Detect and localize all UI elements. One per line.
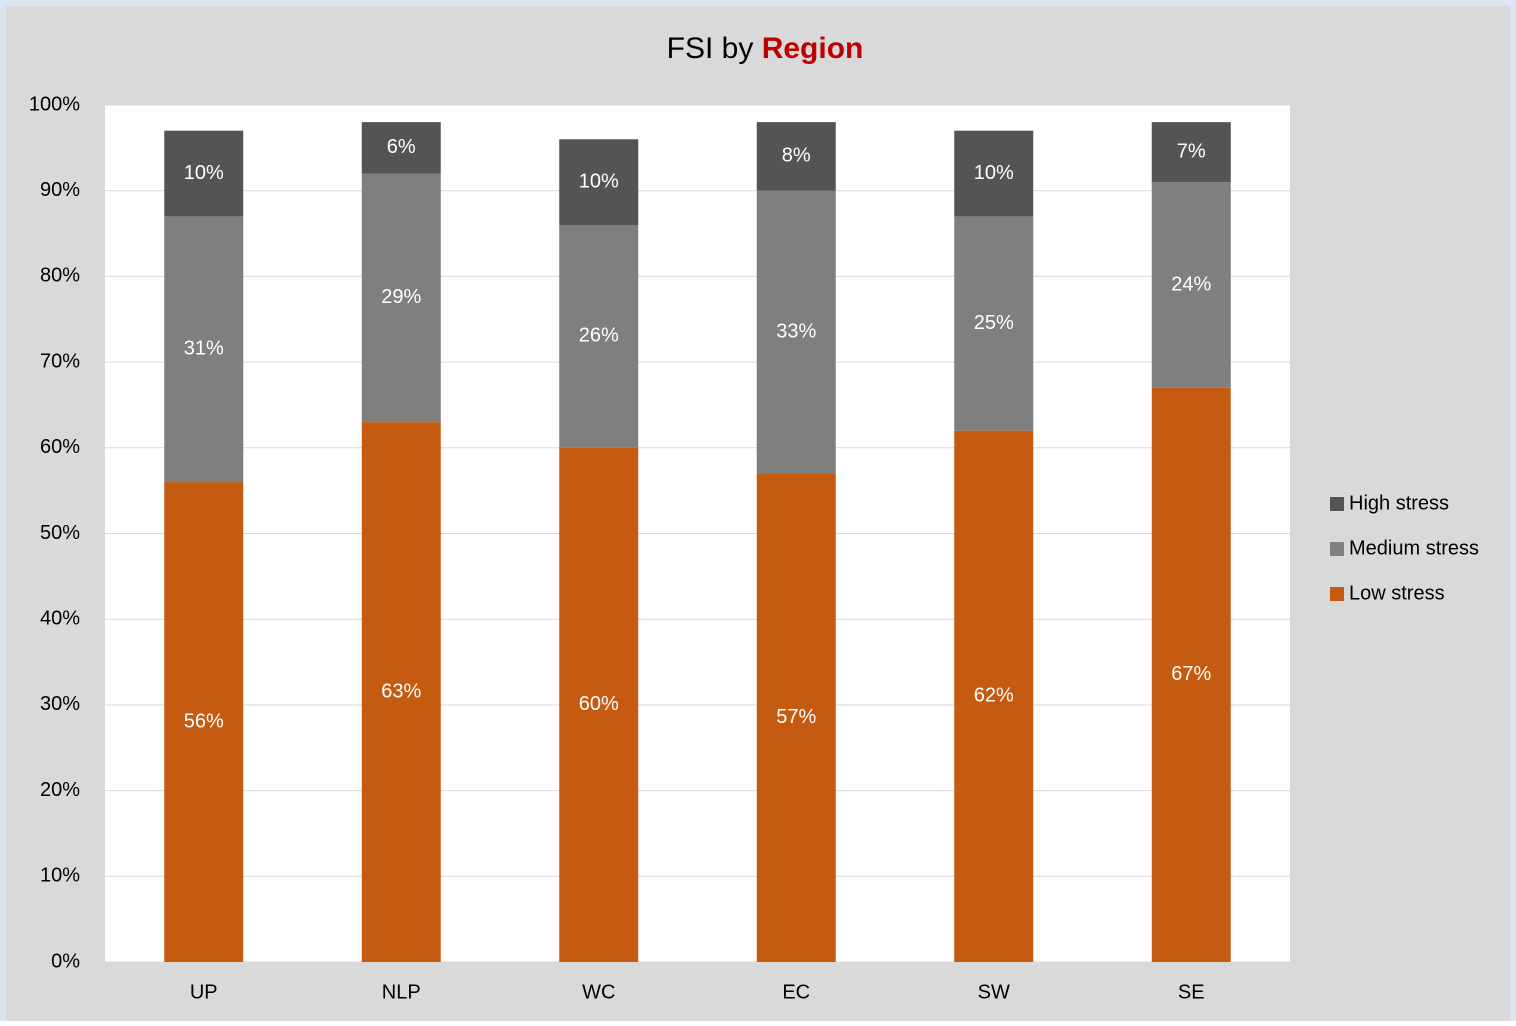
- data-label: 56%: [184, 710, 224, 732]
- x-tick-label: UP: [190, 981, 218, 1003]
- bar-segment: [954, 216, 1034, 431]
- legend-swatch: [1330, 497, 1344, 511]
- data-label: 24%: [1171, 273, 1211, 295]
- data-label: 26%: [579, 325, 619, 347]
- x-tick-label: NLP: [382, 981, 421, 1003]
- legend-label: Low stress: [1349, 582, 1445, 604]
- data-label: 10%: [579, 170, 619, 192]
- data-label: 31%: [184, 338, 224, 360]
- y-tick-label: 40%: [40, 607, 80, 629]
- x-tick-label: SW: [978, 981, 1010, 1003]
- bar-segment: [559, 139, 639, 225]
- data-label: 29%: [381, 286, 421, 308]
- bar-segment: [756, 122, 836, 191]
- bar-segment: [164, 130, 244, 217]
- bar-segment: [361, 422, 441, 963]
- bar-segment: [954, 130, 1034, 217]
- y-tick-label: 30%: [40, 693, 80, 715]
- y-tick-label: 50%: [40, 522, 80, 544]
- data-label: 10%: [184, 162, 224, 184]
- y-tick-label: 0%: [51, 950, 80, 972]
- data-label: 8%: [782, 145, 811, 167]
- bar-segment: [756, 190, 836, 474]
- data-label: 10%: [974, 162, 1014, 184]
- x-tick-label: WC: [582, 981, 615, 1003]
- bar-segment: [559, 447, 639, 962]
- bar-segment: [361, 173, 441, 423]
- bar-segment: [756, 473, 836, 962]
- chart-title: FSI by Region: [667, 32, 864, 65]
- x-tick-label: EC: [782, 981, 810, 1003]
- bar-segment: [1151, 387, 1231, 962]
- data-label: 7%: [1177, 140, 1206, 162]
- legend-swatch: [1330, 542, 1344, 556]
- data-label: 67%: [1171, 663, 1211, 685]
- data-label: 57%: [776, 706, 816, 728]
- bar-segment: [1151, 122, 1231, 183]
- y-tick-label: 90%: [40, 179, 80, 201]
- title-emphasis: Region: [762, 32, 864, 65]
- bar-segment: [361, 122, 441, 174]
- y-tick-label: 20%: [40, 779, 80, 801]
- data-label: 63%: [381, 680, 421, 702]
- bar-segment: [559, 224, 639, 448]
- title-main: FSI by: [667, 32, 754, 65]
- data-label: 33%: [776, 320, 816, 342]
- bar-segment: [164, 216, 244, 483]
- data-label: 60%: [579, 693, 619, 715]
- data-label: 62%: [974, 685, 1014, 707]
- x-tick-label: SE: [1178, 981, 1205, 1003]
- legend-label: High stress: [1349, 492, 1449, 514]
- data-label: 6%: [387, 136, 416, 158]
- data-label: 25%: [974, 312, 1014, 334]
- y-tick-label: 10%: [40, 865, 80, 887]
- y-tick-label: 80%: [40, 265, 80, 287]
- legend-swatch: [1330, 587, 1344, 601]
- y-tick-label: 60%: [40, 436, 80, 458]
- bar-segment: [1151, 182, 1231, 388]
- bar-segment: [164, 482, 244, 962]
- y-tick-label: 70%: [40, 350, 80, 372]
- bar-segment: [954, 430, 1034, 962]
- y-tick-label: 100%: [29, 93, 80, 115]
- legend-label: Medium stress: [1349, 537, 1479, 559]
